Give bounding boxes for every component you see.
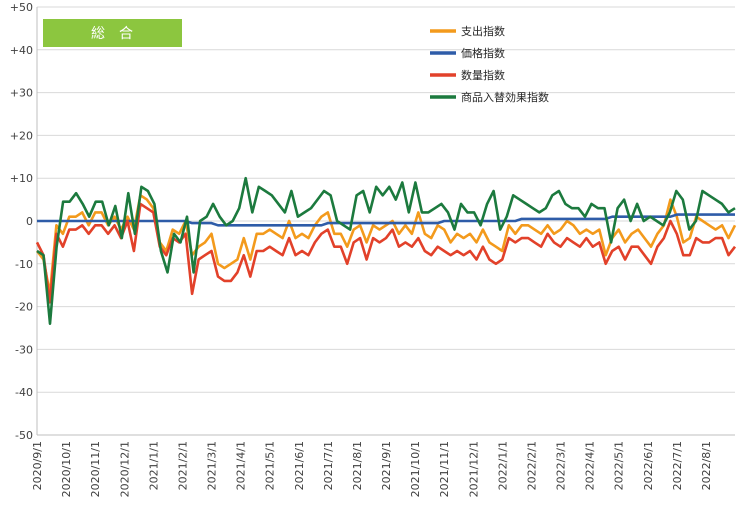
x-tick-label: 2020/12/1	[118, 441, 131, 497]
series-line-3	[36, 176, 736, 326]
x-tick-label: 2022/2/1	[525, 441, 538, 490]
y-tick-label: -40	[15, 386, 33, 399]
y-tick-label: +30	[10, 87, 33, 100]
x-tick-label: 2021/5/1	[264, 441, 277, 490]
x-tick-label: 2021/1/1	[147, 441, 160, 490]
series-line-2	[35, 202, 737, 304]
x-tick-label: 2022/5/1	[613, 441, 626, 490]
x-tick-label: 2021/10/1	[409, 441, 422, 497]
y-tick-label: -30	[15, 343, 33, 356]
y-tick-label: 0	[26, 215, 33, 228]
badge-label: 総 合	[91, 26, 133, 42]
legend-label: 商品入替効果指数	[461, 90, 549, 104]
x-tick-label: 2021/9/1	[380, 441, 393, 490]
series-line-1	[37, 213, 735, 227]
x-tick-label: 2021/4/1	[235, 441, 248, 490]
x-tick-label: 2020/10/1	[60, 441, 73, 497]
y-tick-label: +10	[10, 172, 33, 185]
x-tick-label: 2020/9/1	[31, 441, 44, 490]
x-tick-label: 2022/8/1	[700, 441, 713, 490]
x-tick-label: 2021/12/1	[467, 441, 480, 497]
y-tick-label: -10	[15, 258, 33, 271]
x-tick-label: 2022/7/1	[671, 441, 684, 490]
legend-label: 価格指数	[461, 46, 505, 60]
x-tick-label: 2021/7/1	[322, 441, 335, 490]
y-tick-label: -20	[15, 301, 33, 314]
y-tick-label: +20	[10, 129, 33, 142]
chart-badge: 総 合	[43, 19, 182, 47]
x-tick-label: 2022/3/1	[555, 441, 568, 490]
x-tick-label: 2022/1/1	[496, 441, 509, 490]
x-tick-label: 2020/11/1	[89, 441, 102, 497]
x-tick-label: 2022/4/1	[584, 441, 597, 490]
y-tick-label: +50	[10, 1, 33, 14]
legend-label: 支出指数	[461, 24, 505, 38]
x-tick-label: 2021/11/1	[438, 441, 451, 497]
x-tick-label: 2021/3/1	[206, 441, 219, 490]
x-tick-label: 2021/2/1	[176, 441, 189, 490]
series-line-0	[35, 194, 737, 296]
y-tick-label: +40	[10, 44, 33, 57]
badge-background	[43, 19, 182, 47]
y-tick-label: -50	[15, 429, 33, 442]
x-tick-label: 2022/6/1	[642, 441, 655, 490]
legend-label: 数量指数	[461, 68, 505, 82]
x-tick-label: 2021/6/1	[293, 441, 306, 490]
series-lines	[35, 176, 737, 326]
x-tick-label: 2021/8/1	[351, 441, 364, 490]
